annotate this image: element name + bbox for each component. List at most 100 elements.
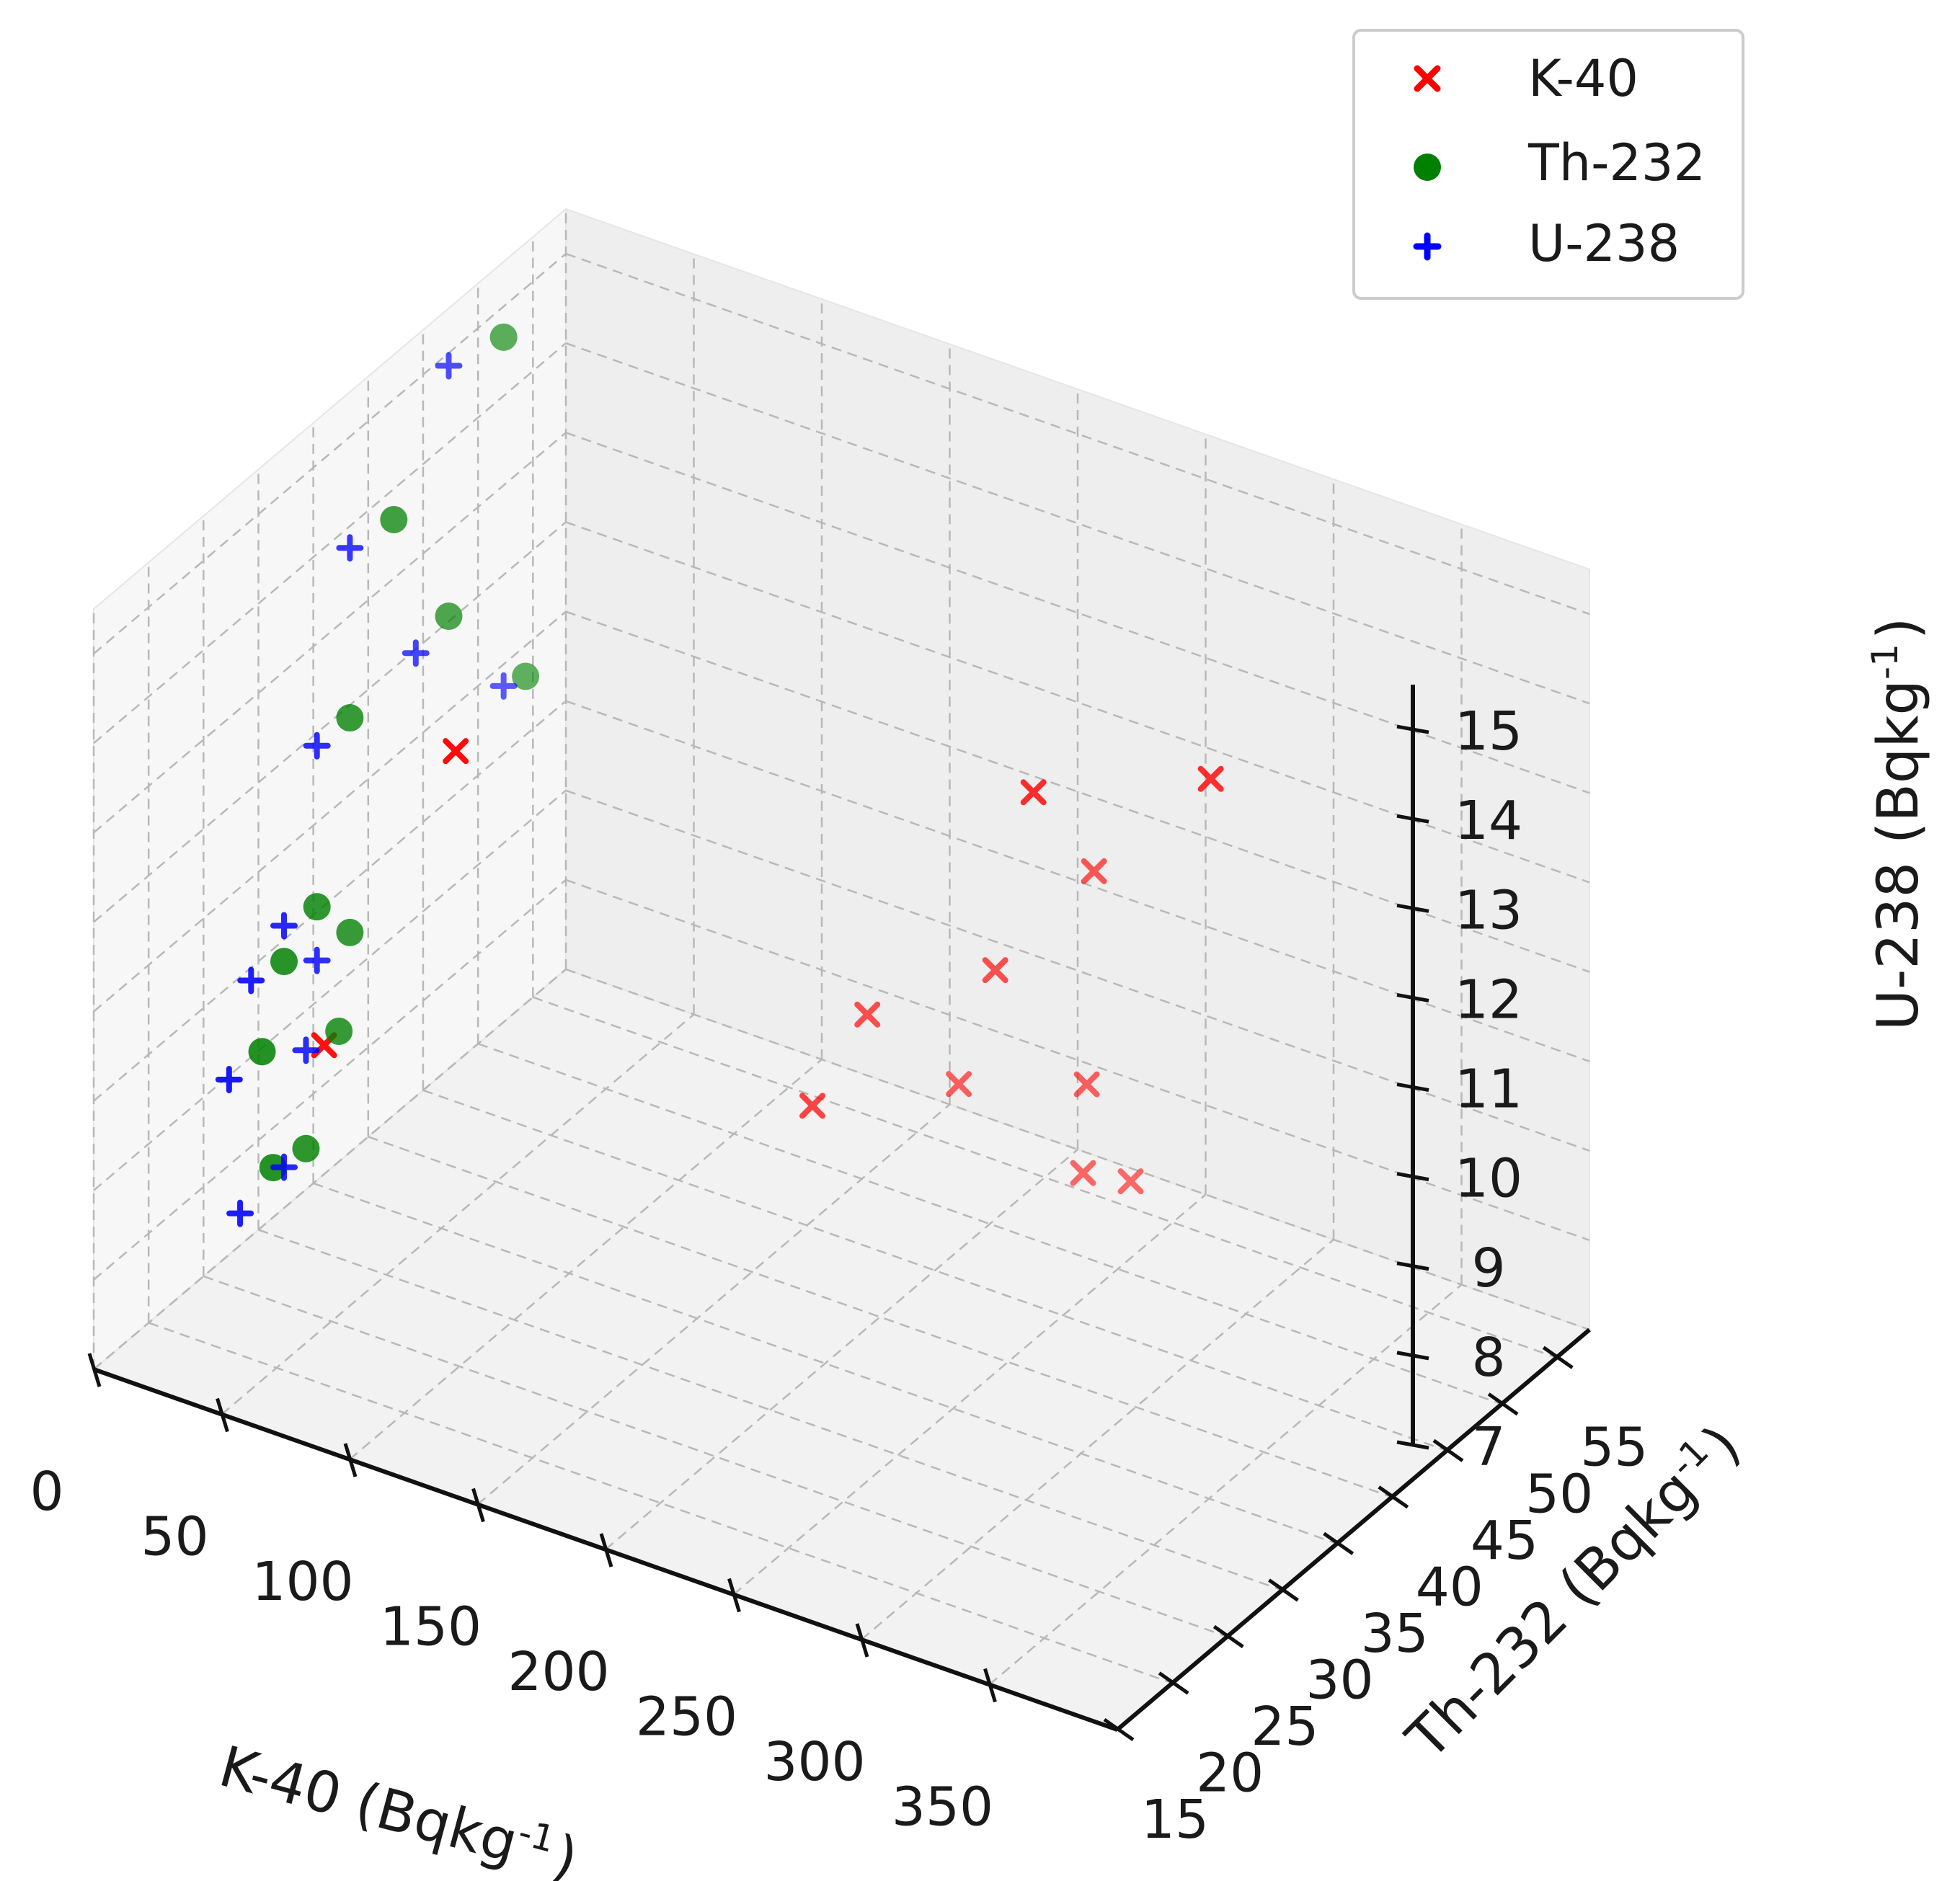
gridline-z-wall	[93, 610, 567, 1013]
x-axis-label: K-40 (Bqkg-1)	[213, 1733, 585, 1881]
gridline-z-wall	[93, 521, 567, 923]
x-tick-mark	[216, 1397, 229, 1433]
y-tick-label: 15	[1141, 1789, 1209, 1851]
point-th232	[380, 506, 408, 534]
point-k40	[1197, 765, 1224, 792]
point-u238	[303, 946, 331, 974]
x-tick-label: 250	[636, 1686, 737, 1748]
y-tick-label: 45	[1471, 1510, 1538, 1572]
point-u238	[336, 534, 364, 562]
z-tick-mark	[1396, 1082, 1429, 1092]
point-k40	[1081, 858, 1107, 884]
gridline-z-back	[565, 700, 1590, 1062]
z-tick-label: 13	[1455, 879, 1522, 941]
point-th232	[292, 1134, 320, 1162]
legend-marker-u238	[1413, 232, 1442, 261]
z-tick-mark	[1396, 724, 1429, 734]
z-tick-label: 11	[1455, 1059, 1522, 1121]
point-th232-dot	[248, 1038, 276, 1066]
point-u238	[303, 732, 331, 760]
gridline-z-back	[565, 252, 1590, 615]
y-tick-mark	[1158, 1671, 1189, 1695]
point-k40-stroke	[1020, 779, 1047, 806]
y-tick-label: 40	[1416, 1556, 1484, 1618]
y-tick-label: 50	[1525, 1463, 1593, 1525]
point-u238	[402, 639, 430, 667]
y-tick-mark	[1212, 1624, 1244, 1648]
gridline-z-wall	[93, 432, 567, 834]
point-k40-stroke	[1073, 1071, 1100, 1098]
data-points	[215, 323, 1224, 1227]
point-th232	[270, 948, 298, 976]
y-tick-label: 25	[1251, 1696, 1318, 1758]
legend-label-th232: Th-232	[1527, 133, 1706, 192]
gridline-y-floor	[477, 1043, 1502, 1405]
gridline-z-back	[565, 879, 1590, 1242]
gridline-z-wall	[93, 969, 567, 1370]
point-k40	[1020, 779, 1047, 806]
y-tick-mark	[1378, 1485, 1409, 1509]
point-k40	[1073, 1071, 1100, 1098]
point-k40	[1117, 1168, 1144, 1195]
legend: K-40 Th-232 U-238	[1352, 29, 1744, 300]
point-k40-stroke	[443, 738, 469, 765]
point-th232-dot	[292, 1134, 320, 1162]
point-th232-dot	[325, 1017, 353, 1045]
gridline-x-floor	[988, 1284, 1463, 1686]
gridline-x-floor	[221, 1013, 695, 1415]
y-tick-label: 30	[1305, 1649, 1373, 1711]
z-tick-mark	[1396, 1172, 1429, 1182]
point-k40-stroke	[1070, 1160, 1096, 1186]
point-th232-dot	[303, 893, 331, 921]
point-u238	[489, 672, 518, 700]
legend-marker-k40	[1414, 65, 1441, 92]
gridline-y-floor	[258, 1229, 1282, 1591]
point-k40-stroke	[982, 957, 1008, 984]
point-u238	[215, 1065, 243, 1093]
z-tick-label: 14	[1455, 790, 1522, 852]
x-tick-label: 0	[30, 1461, 63, 1523]
legend-label-u238: U-238	[1528, 214, 1680, 273]
x-tick-mark	[727, 1578, 741, 1613]
x-tick-mark	[855, 1623, 869, 1658]
gridline-z-wall	[93, 342, 567, 744]
point-k40	[799, 1093, 826, 1119]
point-k40	[946, 1071, 972, 1098]
z-tick-label: 7	[1471, 1416, 1505, 1478]
point-th232	[336, 918, 364, 946]
gridline-x-floor	[476, 1103, 951, 1506]
x-tick-label: 300	[763, 1731, 865, 1793]
point-th232	[336, 704, 364, 732]
gridline-x-floor	[861, 1239, 1334, 1640]
gridline-x-floor	[605, 1149, 1078, 1550]
x-tick-label: 350	[892, 1776, 993, 1838]
z-tick-label: 10	[1455, 1148, 1522, 1210]
point-k40	[443, 738, 469, 765]
y-tick-mark	[1323, 1531, 1354, 1555]
gridline-y-floor	[203, 1275, 1228, 1638]
x-tick-label: 200	[507, 1641, 609, 1703]
gridline-z-back	[565, 610, 1590, 973]
point-k40	[982, 957, 1008, 984]
x-tick-label: 50	[141, 1506, 208, 1568]
point-th232	[325, 1017, 353, 1045]
gridline-y-floor	[313, 1182, 1338, 1545]
z-axis-label: U-238 (Bqkg-1)	[1864, 618, 1931, 1031]
point-th232-dot	[270, 948, 298, 976]
gridline-z-back	[565, 968, 1590, 1331]
gridline-z-wall	[93, 789, 567, 1191]
gridline-y-floor	[422, 1089, 1447, 1451]
gridline-z-wall	[93, 879, 567, 1281]
y-tick-mark	[1487, 1392, 1519, 1416]
point-th232-dot	[336, 704, 364, 732]
x-tick-label: 150	[380, 1596, 482, 1658]
z-tick-mark	[1396, 903, 1429, 913]
x-tick-mark	[87, 1353, 102, 1387]
point-th232-dot	[336, 918, 364, 946]
y-tick-label: 20	[1196, 1742, 1264, 1804]
point-th232-dot	[512, 662, 540, 690]
z-tick-mark	[1396, 1440, 1429, 1450]
y-tick-mark	[1432, 1438, 1464, 1462]
z-tick-label: 15	[1455, 701, 1522, 762]
